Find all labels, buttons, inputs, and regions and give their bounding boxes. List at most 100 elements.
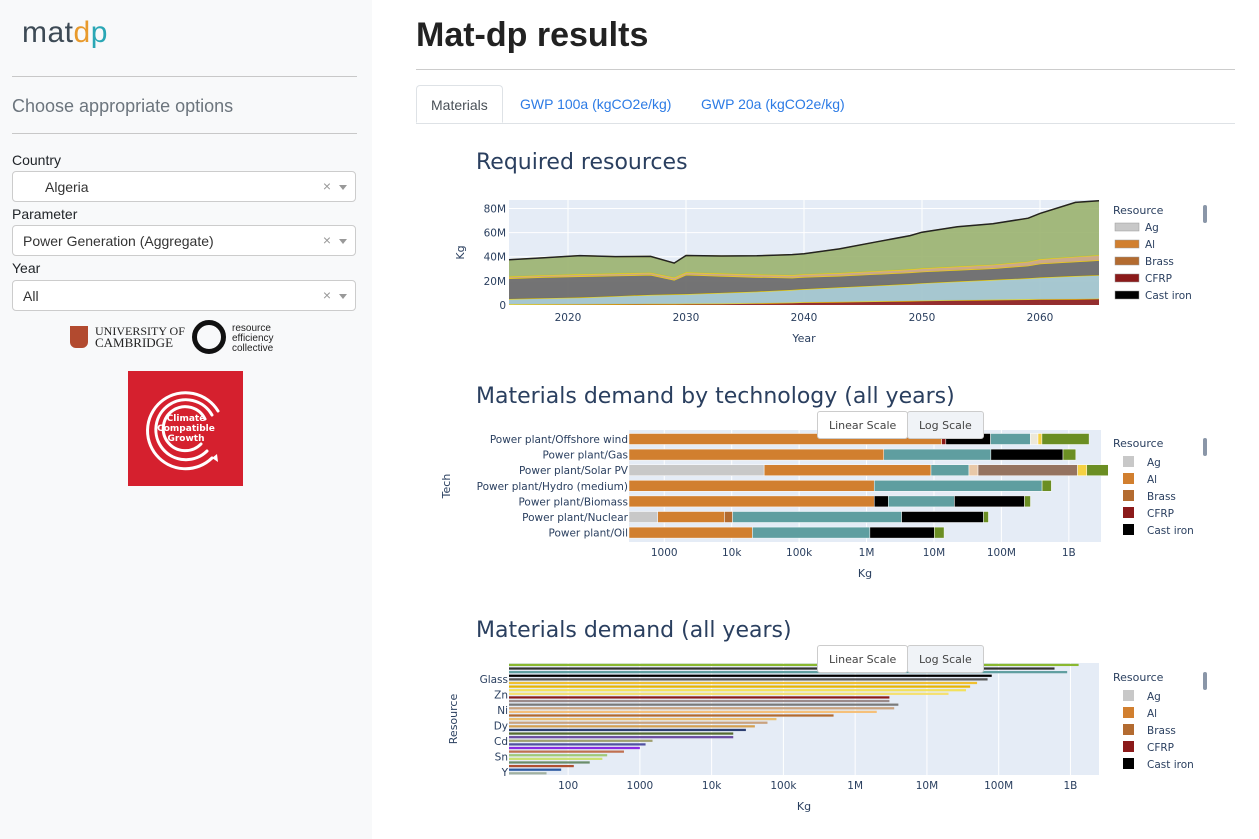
year-select[interactable]: All ×	[12, 280, 356, 311]
divider	[12, 76, 357, 77]
bar-segment	[930, 464, 970, 476]
clear-icon[interactable]: ×	[322, 178, 331, 194]
y-tick-label: 80M	[484, 203, 506, 215]
legend-swatch	[1123, 707, 1134, 718]
linear-scale-button[interactable]: Linear Scale	[817, 645, 909, 673]
bar	[509, 710, 877, 714]
y-tick-label: Ni	[497, 705, 508, 717]
page-title: Mat-dp results	[416, 16, 649, 54]
log-scale-button[interactable]: Log Scale	[907, 645, 984, 673]
log-scale-button[interactable]: Log Scale	[907, 411, 984, 439]
legend-swatch	[1123, 524, 1134, 535]
bar-segment	[977, 464, 1078, 476]
bar-segment	[901, 511, 984, 523]
legend-swatch	[1123, 690, 1134, 701]
series-boundary-line	[508, 274, 1100, 300]
matdp-logo: matdp	[22, 16, 108, 49]
parameter-select[interactable]: Power Generation (Aggregate) ×	[12, 225, 356, 256]
x-tick-label: 100	[558, 780, 578, 792]
legend-swatch	[1123, 741, 1134, 752]
legend-label: Ag	[1145, 222, 1159, 234]
bar-segment	[954, 495, 1025, 508]
bar	[509, 696, 890, 699]
area-series	[509, 260, 1099, 299]
bar-segment	[968, 464, 979, 476]
bar-segment	[732, 511, 902, 523]
bar	[509, 678, 988, 681]
clear-icon[interactable]: ×	[322, 232, 331, 248]
bar	[509, 717, 777, 721]
x-tick-label: 100M	[987, 547, 1016, 559]
bar-segment	[990, 433, 1031, 445]
legend-swatch	[1123, 456, 1134, 467]
y-tick-label: Power plant/Hydro (medium)	[477, 481, 628, 493]
ccg-logo: Climate Compatible Growth	[128, 371, 243, 486]
bar-segment	[1041, 480, 1052, 492]
legend-label: Al	[1145, 239, 1155, 251]
bar-segment	[1037, 433, 1043, 445]
x-tick-label: 10M	[923, 547, 945, 559]
bar	[509, 663, 1079, 667]
legend-label: Brass	[1145, 256, 1174, 268]
legend-scrollbar	[1203, 438, 1207, 456]
y-tick-label: Dy	[494, 721, 508, 733]
bar-segment	[763, 464, 932, 476]
chevron-down-icon[interactable]	[339, 239, 347, 244]
bar	[509, 772, 547, 775]
legend-label: CFRP	[1147, 742, 1174, 754]
bar	[509, 764, 574, 768]
y-tick-label: 20M	[484, 276, 506, 288]
tab-materials[interactable]: Materials	[416, 85, 503, 123]
chevron-down-icon[interactable]	[339, 185, 347, 190]
bar	[509, 707, 895, 710]
country-select[interactable]: Algeria ×	[12, 171, 356, 202]
x-tick-label: 10M	[916, 780, 938, 792]
linear-scale-button[interactable]: Linear Scale	[817, 411, 909, 439]
y-tick-label: Cd	[494, 736, 508, 748]
tab-gwp-100a[interactable]: GWP 100a (kgCO2e/kg)	[520, 96, 672, 112]
year-value: All	[23, 288, 39, 304]
bar-segment	[628, 495, 875, 508]
y-tick-label: Power plant/Gas	[543, 450, 628, 462]
x-tick-label: 2050	[909, 312, 936, 324]
bar-segment	[983, 511, 989, 523]
demand-by-technology-chart[interactable]: 1000 10k 100k 1M 10M 100M 1B Power plant/Offsho…	[440, 425, 1240, 585]
bar-segment	[873, 495, 889, 508]
divider	[12, 133, 357, 134]
x-tick-label: 1M	[859, 547, 875, 559]
legend-swatch	[1123, 473, 1134, 484]
legend-swatch	[1123, 758, 1134, 769]
y-tick-label: 40M	[484, 252, 506, 264]
required-resources-chart[interactable]: 0 20M 40M 60M 80M 2020 2030 2040 2050 2060 Year Kg R…	[440, 190, 1240, 355]
bar	[509, 732, 734, 735]
legend-swatch	[1114, 239, 1140, 249]
x-tick-label: 2030	[673, 312, 700, 324]
bar-segment	[934, 526, 945, 539]
area-series	[509, 298, 1099, 305]
bar	[509, 681, 978, 685]
bar	[509, 692, 949, 695]
bar	[509, 739, 653, 742]
bar	[509, 671, 1068, 674]
clear-icon[interactable]: ×	[322, 287, 331, 303]
y-tick-label: Power plant/Biomass	[518, 496, 628, 508]
bar	[509, 674, 992, 677]
bar-segment	[1086, 464, 1109, 476]
bar-segment	[1024, 495, 1031, 508]
bar-segment	[628, 464, 765, 476]
chevron-down-icon[interactable]	[339, 294, 347, 299]
bar	[509, 768, 562, 771]
legend-title: Resource	[1113, 671, 1164, 684]
materials-demand-chart[interactable]: 100 1000 10k 100k 1M 10M 100M 1B Glass Zn Ni Dy Cd Sn…	[440, 660, 1240, 820]
legend-title: Resource	[1113, 204, 1164, 217]
bar-segment	[1077, 464, 1088, 476]
y-axis-label: Resource	[447, 694, 460, 745]
tab-gwp-20a[interactable]: GWP 20a (kgCO2e/kg)	[701, 96, 845, 112]
options-heading: Choose appropriate options	[12, 96, 234, 116]
legend-label: Brass	[1147, 491, 1176, 503]
svg-text:Compatible: Compatible	[157, 424, 215, 434]
chart-title-required-resources: Required resources	[476, 150, 688, 175]
x-tick-label: 100M	[984, 780, 1013, 792]
country-label: Country	[12, 152, 62, 168]
svg-text:Climate: Climate	[167, 414, 206, 424]
